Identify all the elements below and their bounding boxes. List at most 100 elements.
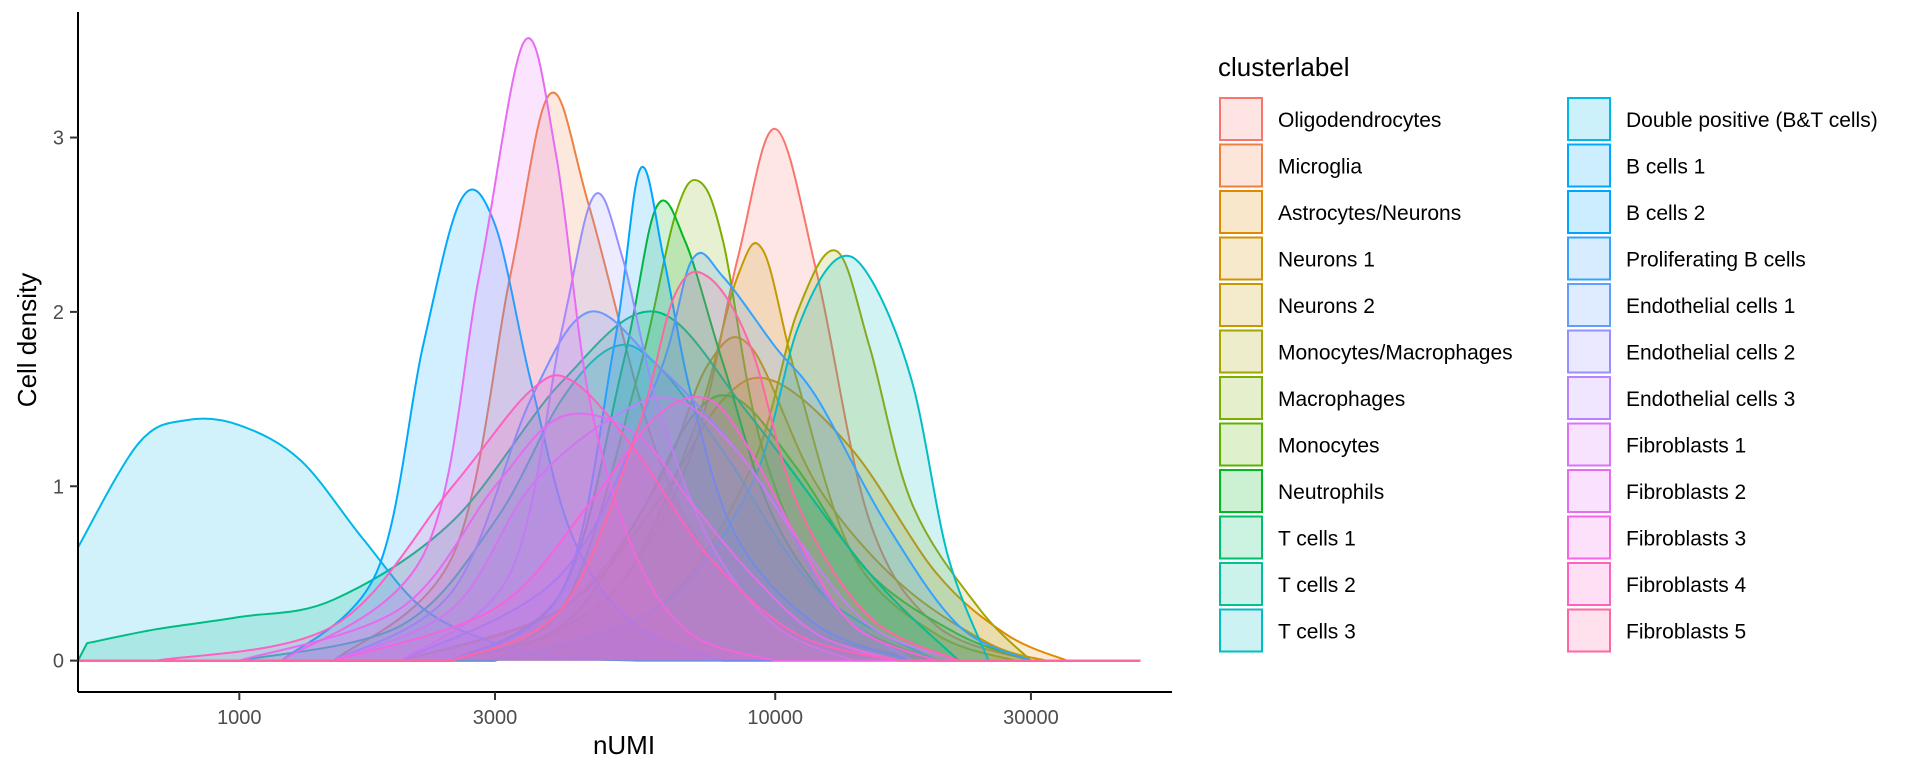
density-area-endothelial-cells-3	[78, 397, 1141, 661]
y-axis-title: Cell density	[12, 273, 42, 407]
x-tick-label: 30000	[1003, 707, 1059, 729]
density-series-b-cells-1	[78, 188, 1141, 662]
y-tick-label: 0	[53, 651, 64, 673]
legend-label: T cells 2	[1278, 574, 1356, 597]
legend-label: T cells 3	[1278, 621, 1356, 644]
legend-item-b-cells-1: B cells 1	[1567, 143, 1705, 188]
legend-label: Proliferating B cells	[1626, 249, 1806, 272]
density-series-double-positive-b-t-cells	[77, 417, 1141, 662]
legend-label: Microglia	[1278, 156, 1362, 179]
density-area-fibroblasts-4	[78, 375, 1141, 661]
legend-key	[1219, 97, 1263, 141]
x-tick-label: 3000	[473, 707, 518, 729]
legend-item-monocytes: Monocytes	[1219, 422, 1380, 467]
density-area-endothelial-cells-1	[78, 311, 1141, 661]
legend-item-oligodendrocytes: Oligodendrocytes	[1219, 97, 1441, 141]
legend-key	[1219, 608, 1263, 653]
legend-item-astrocytes-neurons: Astrocytes/Neurons	[1219, 190, 1461, 234]
legend-item-t-cells-3: T cells 3	[1219, 608, 1356, 653]
density-area-fibroblasts-5	[78, 271, 1141, 661]
legend-item-b-cells-2: B cells 2	[1567, 190, 1705, 234]
density-line-fibroblasts-3	[78, 395, 1141, 662]
legend-item-proliferating-b-cells: Proliferating B cells	[1567, 236, 1806, 281]
density-series-fibroblasts-4	[78, 374, 1141, 662]
density-series-proliferating-b-cells	[78, 251, 1141, 662]
legend-key	[1219, 469, 1263, 513]
legend-label: Endothelial cells 1	[1626, 295, 1795, 318]
legend-item-fibroblasts-4: Fibroblasts 4	[1567, 562, 1747, 606]
legend-label: Fibroblasts 1	[1626, 435, 1746, 458]
y-tick-label: 3	[53, 128, 64, 150]
legend-item-fibroblasts-5: Fibroblasts 5	[1567, 608, 1746, 653]
legend-item-monocytes-macrophages: Monocytes/Macrophages	[1219, 329, 1513, 374]
legend-item-fibroblasts-3: Fibroblasts 3	[1567, 515, 1746, 560]
density-area-monocytes	[78, 395, 1141, 661]
legend-item-fibroblasts-2: Fibroblasts 2	[1567, 469, 1746, 513]
legend-key	[1219, 422, 1263, 467]
legend-key	[1567, 469, 1611, 513]
density-line-double-positive-b-t-cells	[77, 417, 1141, 662]
legend-item-t-cells-2: T cells 2	[1219, 562, 1356, 606]
legend-label: Neurons 1	[1278, 249, 1375, 272]
legend-label: Endothelial cells 2	[1626, 342, 1795, 365]
legend-label: Fibroblasts 5	[1626, 621, 1746, 644]
density-line-fibroblasts-1	[78, 412, 1141, 662]
legend-label: Macrophages	[1278, 388, 1405, 411]
density-series-fibroblasts-2	[78, 37, 1141, 662]
density-area-macrophages	[78, 179, 1141, 661]
legend-label: Neutrophils	[1278, 481, 1384, 504]
legend-key	[1567, 608, 1611, 653]
legend-item-neutrophils: Neutrophils	[1219, 469, 1384, 513]
legend-key	[1219, 190, 1263, 234]
legend-label: Astrocytes/Neurons	[1278, 202, 1461, 225]
density-series-oligodendrocytes	[78, 127, 1141, 662]
legend-key	[1567, 422, 1611, 467]
density-series-neurons-2	[78, 242, 1141, 662]
legend-label: T cells 1	[1278, 528, 1356, 551]
density-line-endothelial-cells-1	[78, 310, 1141, 662]
density-line-fibroblasts-5	[78, 270, 1141, 662]
legend-key	[1219, 283, 1263, 327]
density-area-astrocytes-neurons	[78, 377, 1141, 661]
density-line-fibroblasts-2	[78, 37, 1141, 662]
plot-area	[77, 37, 1141, 662]
legend-label: Oligodendrocytes	[1278, 109, 1441, 132]
legend-item-neurons-2: Neurons 2	[1219, 283, 1375, 327]
density-area-proliferating-b-cells	[78, 252, 1141, 661]
y-tick-label: 2	[53, 302, 64, 324]
legend-key	[1567, 97, 1611, 141]
legend-label: B cells 2	[1626, 202, 1705, 225]
legend-label: Endothelial cells 3	[1626, 388, 1795, 411]
density-series-fibroblasts-5	[78, 270, 1141, 662]
legend-label: Fibroblasts 3	[1626, 528, 1746, 551]
legend-item-fibroblasts-1: Fibroblasts 1	[1567, 422, 1746, 467]
legend-label: Double positive (B&T cells)	[1626, 109, 1878, 132]
density-area-b-cells-2	[78, 166, 1141, 661]
legend-key	[1567, 143, 1611, 188]
density-line-endothelial-cells-3	[78, 396, 1141, 662]
legend-key	[1219, 329, 1263, 374]
legend-item-microglia: Microglia	[1219, 143, 1362, 188]
legend-key	[1219, 562, 1263, 606]
legend-key	[1219, 515, 1263, 560]
legend-label: Monocytes/Macrophages	[1278, 342, 1513, 365]
legend-key	[1567, 329, 1611, 374]
density-area-fibroblasts-3	[78, 396, 1141, 661]
density-area-fibroblasts-1	[78, 413, 1141, 661]
legend-key	[1567, 562, 1611, 606]
legend-item-macrophages: Macrophages	[1219, 376, 1405, 420]
density-area-endothelial-cells-2	[78, 193, 1141, 661]
legend-item-endothelial-cells-2: Endothelial cells 2	[1567, 329, 1795, 374]
legend-label: Fibroblasts 2	[1626, 481, 1746, 504]
density-series-fibroblasts-3	[78, 395, 1141, 662]
density-line-microglia	[78, 91, 1141, 662]
x-tick-label: 10000	[747, 707, 803, 729]
legend: Oligodendrocytes Microglia Astrocytes/Neur…	[1219, 97, 1878, 653]
density-line-neurons-1	[78, 336, 1141, 662]
density-line-fibroblasts-4	[78, 374, 1141, 662]
legend-label: Monocytes	[1278, 435, 1380, 458]
legend-item-endothelial-cells-3: Endothelial cells 3	[1567, 376, 1795, 420]
legend-label: Neurons 2	[1278, 295, 1375, 318]
density-area-t-cells-3	[78, 255, 1141, 661]
